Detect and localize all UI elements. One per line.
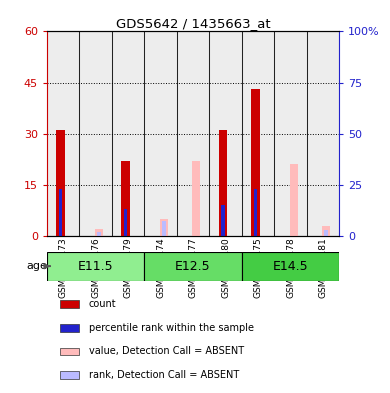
Bar — [58, 189, 62, 236]
Bar — [242, 31, 274, 236]
Bar — [290, 164, 298, 236]
Text: E11.5: E11.5 — [78, 260, 113, 273]
Text: E12.5: E12.5 — [175, 260, 211, 273]
Bar — [209, 31, 242, 236]
Text: age: age — [26, 261, 47, 271]
Bar — [57, 130, 64, 236]
Bar — [124, 209, 128, 236]
Bar — [144, 31, 177, 236]
Bar — [97, 232, 101, 236]
Bar — [60, 300, 79, 308]
Text: percentile rank within the sample: percentile rank within the sample — [89, 323, 254, 333]
Bar — [121, 161, 129, 236]
Bar — [252, 89, 259, 236]
Bar — [322, 226, 330, 236]
Bar — [60, 371, 79, 379]
Bar — [274, 31, 307, 236]
Bar — [221, 205, 225, 236]
Bar — [242, 252, 339, 281]
Text: rank, Detection Call = ABSENT: rank, Detection Call = ABSENT — [89, 370, 239, 380]
Text: count: count — [89, 299, 116, 309]
Title: GDS5642 / 1435663_at: GDS5642 / 1435663_at — [116, 17, 270, 30]
Bar — [324, 230, 328, 236]
Bar — [192, 161, 200, 236]
Bar — [112, 31, 144, 236]
Bar — [254, 189, 257, 236]
Bar — [79, 31, 112, 236]
Bar — [219, 130, 227, 236]
Bar — [95, 229, 103, 236]
Bar — [47, 252, 144, 281]
Bar — [60, 347, 79, 355]
Bar — [144, 252, 242, 281]
Bar — [60, 324, 79, 332]
Bar — [177, 31, 209, 236]
Bar — [47, 31, 79, 236]
Text: E14.5: E14.5 — [273, 260, 308, 273]
Text: value, Detection Call = ABSENT: value, Detection Call = ABSENT — [89, 346, 244, 356]
Bar — [162, 222, 166, 236]
Bar — [307, 31, 339, 236]
Bar — [160, 219, 168, 236]
